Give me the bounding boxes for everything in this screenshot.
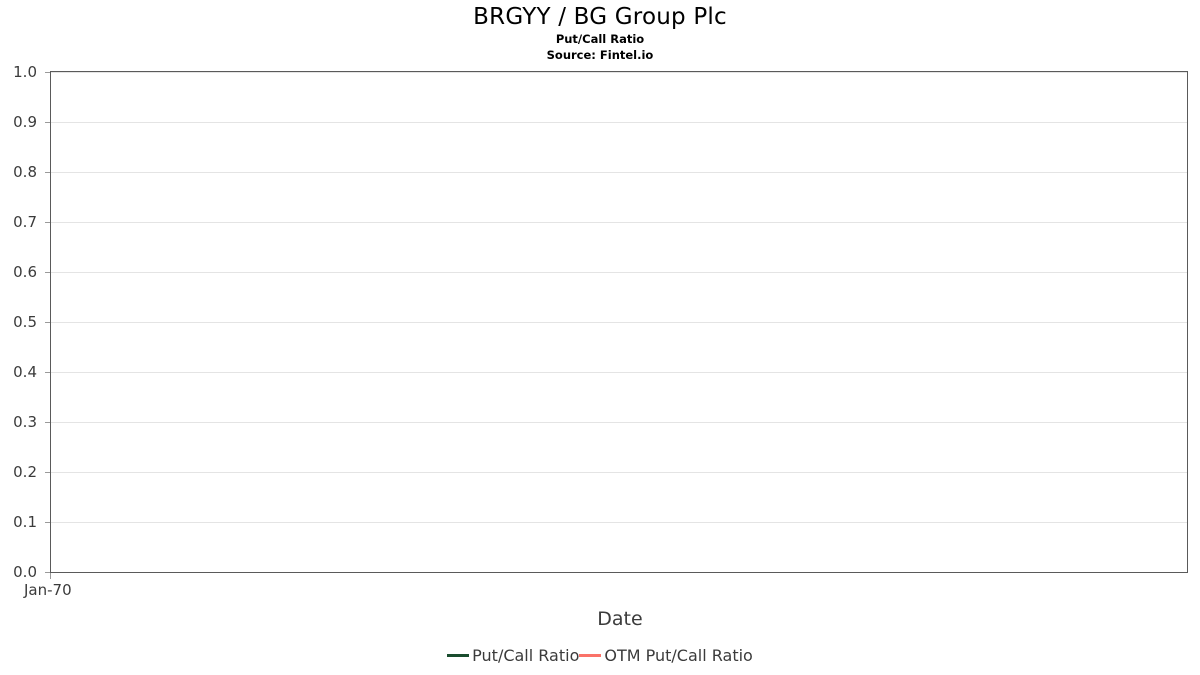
chart-source-attribution: Source: Fintel.io xyxy=(546,47,654,62)
y-tick: 0.8 xyxy=(13,162,50,182)
gridlines xyxy=(51,72,1187,572)
y-tick-mark xyxy=(45,471,50,473)
page-title: BRGYY / BG Group Plc xyxy=(473,4,727,30)
gridline xyxy=(51,422,1187,423)
y-tick-label: 0.9 xyxy=(13,113,37,131)
y-tick: 0.7 xyxy=(13,212,50,232)
y-tick: 0.1 xyxy=(13,512,50,532)
y-tick-mark xyxy=(45,571,50,573)
x-axis-title: Date xyxy=(597,608,643,630)
y-tick: 0.9 xyxy=(13,112,50,132)
y-tick: 0.0 xyxy=(13,562,50,582)
y-axis: 1.0 0.9 0.8 0.7 0.6 0.5 0.4 0.3 0.2 0.1 0.0 xyxy=(0,63,50,581)
x-tick-label: Jan-70 xyxy=(24,581,72,599)
y-tick-mark xyxy=(45,371,50,373)
y-tick-label: 0.5 xyxy=(13,313,37,331)
y-tick-label: 0.4 xyxy=(13,363,37,381)
y-tick: 0.3 xyxy=(13,412,50,432)
y-tick-label: 0.3 xyxy=(13,413,37,431)
y-tick-mark xyxy=(45,71,50,73)
gridline xyxy=(51,272,1187,273)
y-tick-mark xyxy=(45,521,50,523)
gridline xyxy=(51,172,1187,173)
y-tick-mark xyxy=(45,221,50,223)
y-tick: 1.0 xyxy=(13,62,50,82)
y-tick-label: 0.8 xyxy=(13,163,37,181)
y-tick-mark xyxy=(45,321,50,323)
legend-line-icon xyxy=(447,654,470,657)
y-tick-label: 0.0 xyxy=(13,563,37,581)
gridline xyxy=(51,222,1187,223)
chart-header: BRGYY / BG Group Plc Put/Call Ratio Sour… xyxy=(0,0,1200,63)
plot-area xyxy=(50,71,1188,573)
legend-label: OTM Put/Call Ratio xyxy=(604,646,753,665)
series-layer xyxy=(51,72,1187,572)
gridline xyxy=(51,522,1187,523)
gridline xyxy=(51,322,1187,323)
x-axis: Jan-70 xyxy=(0,573,1200,613)
y-tick: 0.2 xyxy=(13,462,50,482)
y-tick-mark xyxy=(45,271,50,273)
x-tick-mark xyxy=(50,573,51,579)
chart-subtitle: Put/Call Ratio xyxy=(555,32,645,46)
legend-item[interactable]: OTM Put/Call Ratio xyxy=(579,646,753,665)
y-tick-label: 0.7 xyxy=(13,213,37,231)
gridline xyxy=(51,72,1187,73)
y-tick-label: 0.2 xyxy=(13,463,37,481)
y-tick: 0.5 xyxy=(13,312,50,332)
y-tick-label: 0.6 xyxy=(13,263,37,281)
legend-line-icon xyxy=(579,654,602,657)
gridline xyxy=(51,372,1187,373)
gridline xyxy=(51,472,1187,473)
y-tick-label: 1.0 xyxy=(13,63,37,81)
legend-item[interactable]: Put/Call Ratio xyxy=(447,646,579,665)
y-tick: 0.6 xyxy=(13,262,50,282)
legend-label: Put/Call Ratio xyxy=(472,646,580,665)
y-tick-mark xyxy=(45,171,50,173)
y-tick-label: 0.1 xyxy=(13,513,37,531)
y-tick-mark xyxy=(45,121,50,123)
gridline xyxy=(51,122,1187,123)
y-tick-mark xyxy=(45,421,50,423)
chart-legend: Put/Call Ratio OTM Put/Call Ratio xyxy=(0,646,1200,665)
y-tick: 0.4 xyxy=(13,362,50,382)
